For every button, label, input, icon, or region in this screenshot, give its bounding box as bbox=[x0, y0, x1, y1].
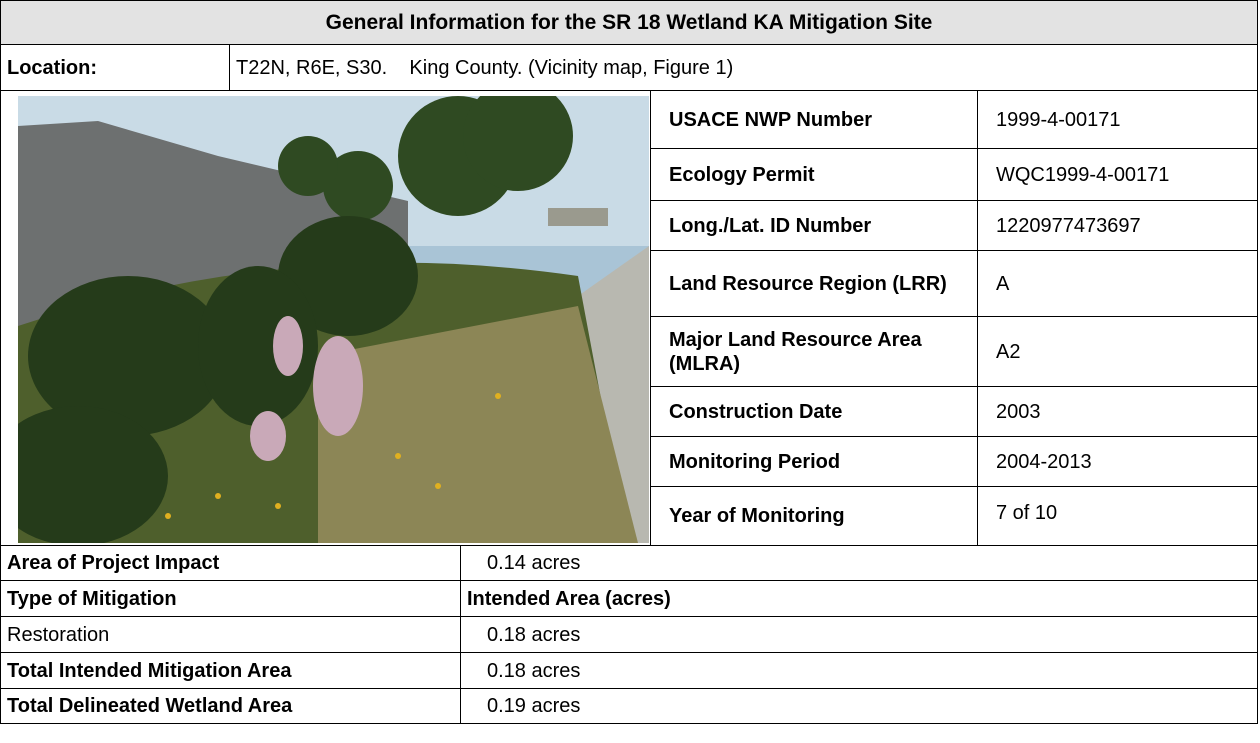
permit-label: Major Land Resource Area (MLRA) bbox=[650, 316, 978, 387]
location-label: Location: bbox=[0, 44, 230, 91]
summary-value: Intended Area (acres) bbox=[460, 580, 1258, 617]
summary-label: Area of Project Impact bbox=[0, 545, 461, 581]
summary-value: 0.19 acres bbox=[460, 688, 1258, 724]
title: General Information for the SR 18 Wetlan… bbox=[0, 0, 1258, 45]
location-value: T22N, R6E, S30. King County. (Vicinity m… bbox=[229, 44, 1258, 91]
summary-value: 0.18 acres bbox=[460, 652, 1258, 689]
summary-label: Total Intended Mitigation Area bbox=[0, 652, 461, 689]
summary-value: 0.18 acres bbox=[460, 616, 1258, 653]
permit-value: A bbox=[977, 250, 1258, 317]
permit-label: Land Resource Region (LRR) bbox=[650, 250, 978, 317]
permit-value: 7 of 10 bbox=[977, 486, 1258, 546]
permit-label: Construction Date bbox=[650, 386, 978, 437]
permit-value: 1999-4-00171 bbox=[977, 90, 1258, 149]
summary-value: 0.14 acres bbox=[460, 545, 1258, 581]
summary-label: Restoration bbox=[0, 616, 461, 653]
page: General Information for the SR 18 Wetlan… bbox=[0, 0, 1260, 743]
permit-value: 1220977473697 bbox=[977, 200, 1258, 251]
permit-label: Year of Monitoring bbox=[650, 486, 978, 546]
permit-value: 2003 bbox=[977, 386, 1258, 437]
permit-label: Long./Lat. ID Number bbox=[650, 200, 978, 251]
summary-label: Total Delineated Wetland Area bbox=[0, 688, 461, 724]
permit-label: USACE NWP Number bbox=[650, 90, 978, 149]
permit-value: WQC1999-4-00171 bbox=[977, 148, 1258, 201]
permit-value: A2 bbox=[977, 316, 1258, 387]
permit-label: Monitoring Period bbox=[650, 436, 978, 487]
summary-label: Type of Mitigation bbox=[0, 580, 461, 617]
permit-label: Ecology Permit bbox=[650, 148, 978, 201]
permit-value: 2004-2013 bbox=[977, 436, 1258, 487]
photo-cell bbox=[0, 90, 651, 546]
site-photo bbox=[18, 96, 649, 543]
